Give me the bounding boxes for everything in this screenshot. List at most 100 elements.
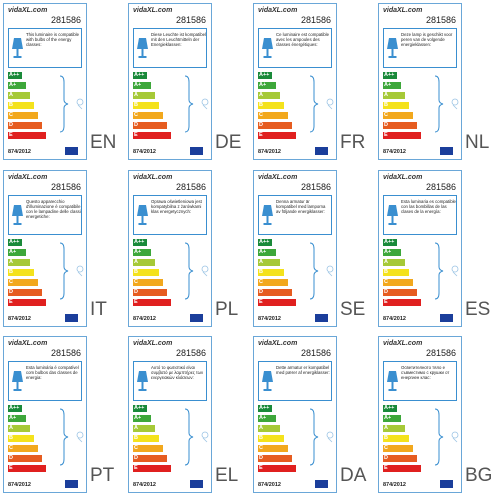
product-code: 281586 [300, 348, 331, 359]
bracket-icon [183, 407, 213, 472]
language-code: DE [215, 132, 242, 153]
energy-class-bar: A [258, 92, 280, 99]
energy-label: vidaXL.com 281586 Deze lamp is geschikt vo… [378, 3, 462, 160]
energy-class-bar: B [8, 102, 34, 109]
eu-flag [440, 480, 453, 489]
energy-class-bar: A [383, 258, 405, 266]
label-cell: vidaXL.com 281586 Ce luminaire est compati… [250, 0, 375, 166]
bracket-icon [433, 407, 463, 472]
energy-class-bar: A [258, 258, 280, 266]
energy-class-bar: D [8, 455, 42, 463]
energy-class-bar: D [383, 288, 417, 296]
brand-logo: vidaXL.com [8, 173, 48, 181]
info-box: Αυτό το φωτιστικό είναι συμβατό με λαμπτ… [133, 361, 207, 402]
energy-class-bar: E [133, 298, 171, 306]
product-code: 281586 [50, 181, 81, 192]
energy-label: vidaXL.com 281586 Осветителното тяло е съв… [378, 336, 463, 494]
product-code: 281586 [50, 15, 81, 25]
energy-class-bar: E [8, 298, 46, 306]
eu-flag [315, 313, 328, 322]
brand-logo: vidaXL.com [258, 7, 298, 14]
energy-class-bar: E [8, 465, 46, 473]
label-cell: vidaXL.com 281586 Esta luminaria es compat… [375, 167, 500, 333]
energy-label: vidaXL.com 281586 This luminaire is compat… [3, 3, 87, 160]
energy-label: vidaXL.com 281586 Questo apparecchio d'ill… [3, 169, 88, 327]
product-code: 281586 [175, 181, 206, 192]
energy-class-bar: D [258, 288, 292, 296]
lamp-icon [262, 37, 273, 64]
compatibility-text: Ce luminaire est compatible avec les amp… [276, 32, 330, 47]
label-cell: vidaXL.com 281586 This luminaire is compat… [0, 0, 125, 166]
regulation: 874/2012 [258, 149, 281, 155]
label-cell: vidaXL.com 281586 Oprawa oświetleniowa jes… [125, 167, 250, 333]
energy-class-bar: D [8, 288, 42, 296]
lamp-icon [262, 370, 273, 397]
energy-class-bar: C [133, 445, 163, 453]
compatibility-text: This luminaire is compatible with bulbs … [26, 32, 80, 47]
energy-class-bar: E [133, 132, 171, 139]
product-code: 281586 [425, 15, 456, 25]
bracket-icon [58, 74, 88, 139]
eu-flag [65, 313, 78, 322]
energy-class-bar: B [383, 435, 409, 443]
energy-class-bar: A+ [133, 415, 151, 423]
bracket-icon [58, 241, 88, 306]
info-box: Esta luminária é compatível com bulbos d… [8, 361, 82, 402]
lamp-icon [137, 204, 148, 231]
eu-flag [190, 147, 203, 155]
compatibility-text: Questo apparecchio d'illuminazione è com… [26, 198, 81, 219]
bracket-icon [308, 74, 338, 139]
label-cell: vidaXL.com 281586 Diese Leuchte ist kompat… [125, 0, 250, 166]
energy-label: vidaXL.com 281586 Ce luminaire est compati… [253, 3, 337, 160]
bracket-icon [308, 407, 338, 472]
energy-class-bar: C [133, 278, 163, 286]
energy-class-bar: B [133, 268, 159, 276]
language-code: DA [340, 465, 367, 487]
language-code: SE [340, 298, 366, 320]
regulation: 874/2012 [8, 482, 31, 489]
bracket-icon [183, 74, 213, 139]
regulation: 874/2012 [8, 315, 31, 322]
energy-class-bar: A++ [8, 238, 22, 246]
label-cell: vidaXL.com 281586 Denna armatur är kompati… [250, 167, 375, 333]
info-box: Denna armatur är kompatibel med lamporna… [258, 194, 332, 235]
eu-flag [190, 313, 203, 322]
regulation: 874/2012 [133, 482, 156, 489]
energy-class-bar: A [258, 425, 280, 433]
energy-class-bar: D [258, 122, 292, 129]
info-box: Ce luminaire est compatible avec les amp… [258, 28, 332, 68]
info-box: Deze lamp is geschikt voor peren van de … [383, 28, 457, 68]
label-cell: vidaXL.com 281586 Αυτό το φωτιστικό είναι … [125, 333, 250, 499]
energy-class-bar: B [258, 268, 284, 276]
eu-flag [440, 147, 453, 155]
lamp-icon [12, 37, 23, 64]
regulation: 874/2012 [383, 149, 406, 155]
lamp-icon [387, 37, 398, 64]
energy-class-bar: C [258, 445, 288, 453]
energy-class-bar: E [258, 298, 296, 306]
compatibility-text: Dette armatur er kompatibel med pærer af… [276, 365, 330, 376]
energy-class-bar: E [133, 465, 171, 473]
energy-class-bar: C [383, 112, 413, 119]
energy-class-bar: A++ [258, 405, 272, 413]
bracket-icon [433, 241, 463, 306]
energy-class-bar: C [8, 445, 38, 453]
energy-class-bar: A [133, 425, 155, 433]
energy-class-bar: A++ [133, 405, 147, 413]
energy-class-bar: A++ [258, 238, 272, 246]
energy-class-bar: A+ [8, 415, 26, 423]
eu-flag [440, 313, 453, 322]
energy-class-bar: C [133, 112, 163, 119]
energy-class-bar: A++ [383, 72, 397, 79]
energy-class-bar: E [258, 132, 296, 139]
energy-class-bar: B [383, 268, 409, 276]
energy-class-bar: B [133, 102, 159, 109]
compatibility-text: Denna armatur är kompatibel med lamporna… [276, 198, 326, 214]
energy-label: vidaXL.com 281586 Αυτό το φωτιστικό είναι … [128, 336, 213, 494]
energy-class-bar: A [8, 258, 30, 266]
energy-class-bar: A+ [258, 248, 276, 256]
info-box: Diese Leuchte ist kompatibel mit den Leu… [133, 28, 207, 68]
energy-class-bar: C [258, 278, 288, 286]
product-code: 281586 [300, 181, 331, 192]
brand-logo: vidaXL.com [383, 173, 423, 181]
